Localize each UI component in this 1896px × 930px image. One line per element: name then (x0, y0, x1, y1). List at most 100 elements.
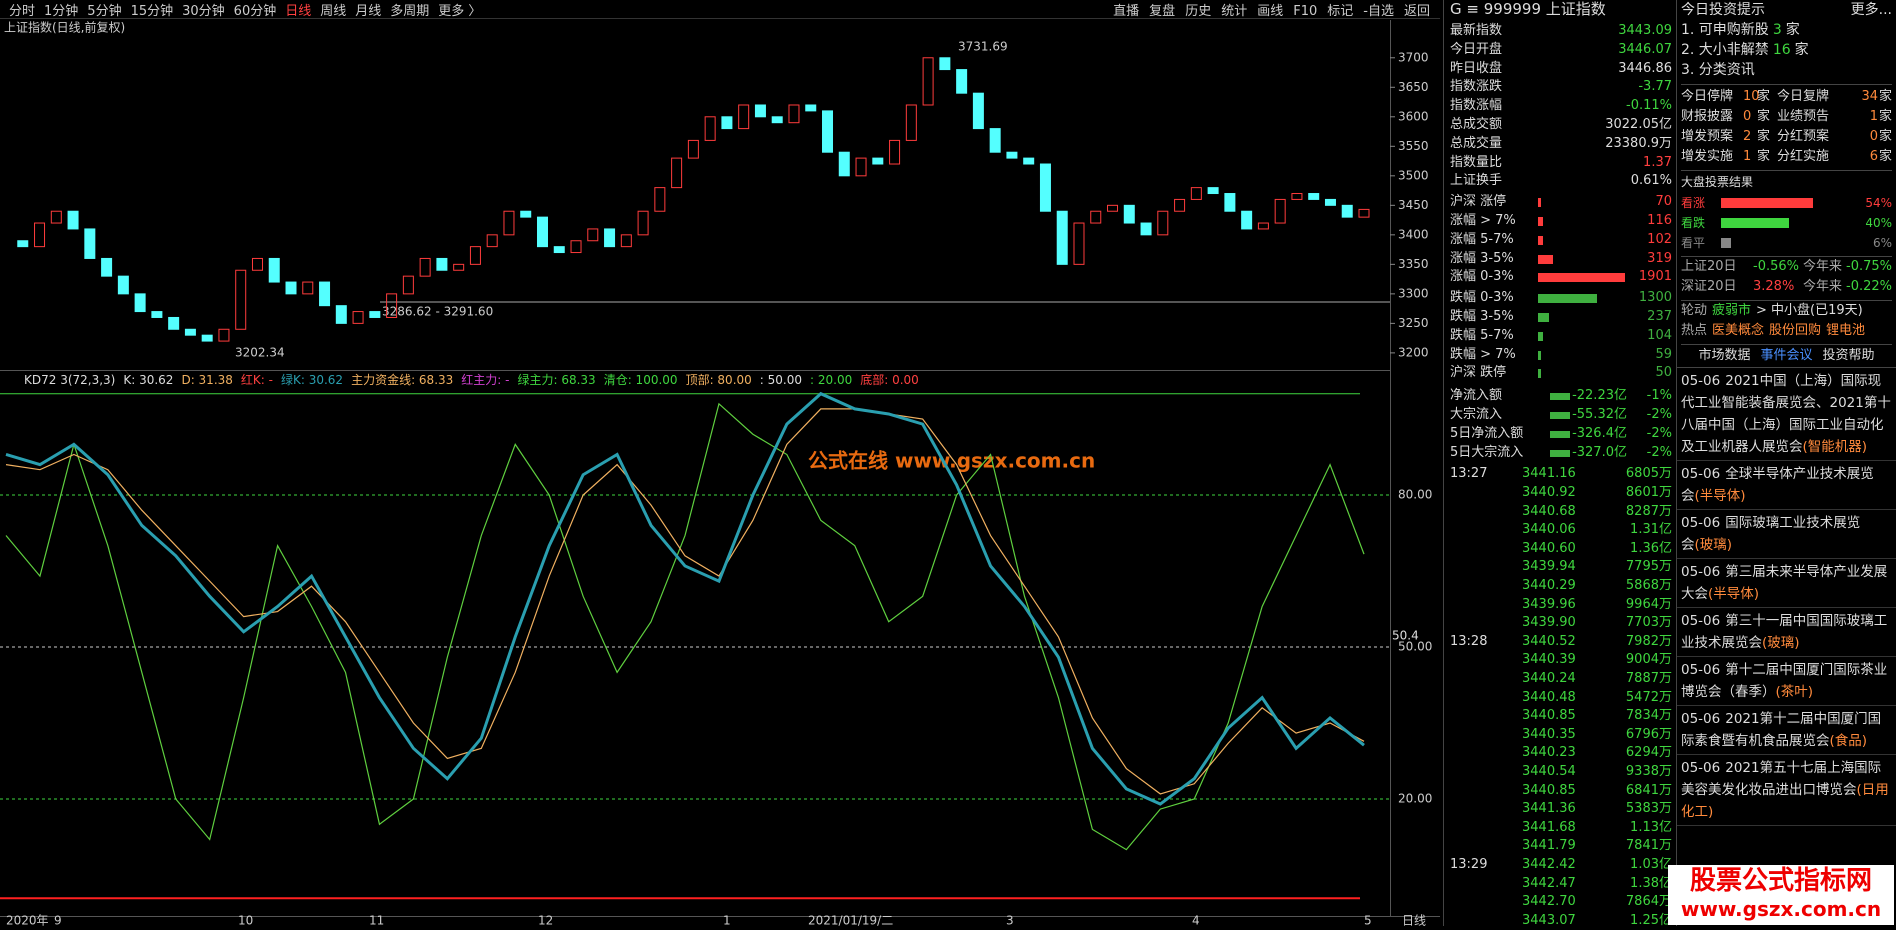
tick-price: 3443.07 (1522, 912, 1576, 928)
news-item[interactable]: 05-06 第三十一届中国国际玻璃工业技术展览会(玻璃) (1677, 608, 1896, 657)
candle (771, 116, 783, 124)
news-item[interactable]: 05-06 全球半导体产业技术展览会(半导体) (1677, 461, 1896, 510)
tool[interactable]: 历史 (1185, 4, 1212, 19)
stat-cell: 财报披露 (1681, 109, 1734, 124)
news-text: 第三届未来半导体产业发展大会 (1681, 564, 1888, 602)
flow-bar (1550, 449, 1570, 457)
tick-price: 3441.79 (1522, 838, 1576, 854)
period-tab[interactable]: 日线 (285, 4, 312, 19)
news-item[interactable]: 05-06 第三届未来半导体产业发展大会(半导体) (1677, 559, 1896, 608)
news-item[interactable]: 05-06 2021中国（上海）国际现代工业智能装备展览会、2021第十八届中国（… (1677, 368, 1896, 461)
news-tag: (日用化工) (1681, 782, 1889, 820)
candle (620, 234, 632, 248)
tab[interactable]: 事件会议 (1760, 348, 1813, 363)
tip-item[interactable]: 2. 大小非解禁 16 家 (1681, 40, 1892, 60)
row: 3440.68 8287万 (1450, 503, 1672, 521)
vote-row: 看平 6% (1681, 233, 1892, 253)
flow-value: -22.23亿 (1572, 388, 1627, 404)
tick-price: 3441.36 (1522, 801, 1576, 817)
hot-item[interactable]: 医美概念 (1712, 323, 1765, 338)
index-row: 上证20日 -0.56% 今年来 -0.75% (1681, 257, 1892, 277)
news-date: 05-06 (1681, 613, 1721, 629)
y-tick-label: 3550 (1398, 139, 1429, 153)
news-item[interactable]: 05-06 2021第十二届中国厦门国际素食暨有机食品展览会(食品) (1677, 706, 1896, 755)
tab[interactable]: 投资帮助 (1822, 348, 1875, 363)
candle (637, 210, 649, 236)
tool[interactable]: 画线 (1257, 4, 1284, 19)
y-tick-label: 3450 (1398, 198, 1429, 212)
tick-price: 3440.92 (1522, 485, 1576, 500)
news-item[interactable]: 05-06 第十二届中国厦门国际茶业博览会（春季）(茶叶) (1677, 657, 1896, 706)
period-tab[interactable]: 1分钟 (44, 4, 79, 19)
candle (503, 210, 515, 236)
tick-volume: 1.38亿 (1630, 875, 1672, 891)
limit-label: 涨幅 0-3% (1450, 269, 1514, 285)
candle (352, 311, 364, 324)
limit-label: 沪深 涨停 (1450, 194, 1507, 210)
period-tab[interactable]: 30分钟 (182, 4, 225, 19)
tick-volume: 6294万 (1625, 745, 1672, 761)
tick-price: 3440.35 (1522, 726, 1576, 742)
candle (151, 311, 163, 318)
news-text: 2021第十二届中国厦门国际素食暨有机食品展览会 (1681, 711, 1882, 749)
vote-pct: 40% (1865, 216, 1892, 230)
candle (1023, 157, 1035, 165)
tick-volume: 1.13亿 (1630, 819, 1672, 835)
hot-item: 热点 (1681, 323, 1708, 338)
tip-item[interactable]: 1. 可申购新股 3 家 (1681, 20, 1892, 40)
period-tab[interactable]: 更多 〉 (438, 4, 482, 19)
tab[interactable]: 市场数据 (1698, 348, 1751, 363)
tick-volume: 6805万 (1625, 466, 1672, 482)
news-item[interactable]: 05-06 国际玻璃工业技术展览会(玻璃) (1677, 510, 1896, 559)
tool[interactable]: 统计 (1221, 4, 1248, 19)
period-tab[interactable]: 5分钟 (87, 4, 122, 19)
tick-price: 3441.16 (1522, 466, 1576, 482)
tool[interactable]: 返回 (1403, 4, 1430, 19)
quote-label: 总成交量 (1450, 135, 1503, 151)
hot-item[interactable]: 锂电池 (1826, 323, 1866, 338)
period-tab[interactable]: 周线 (320, 4, 347, 19)
tool[interactable]: F10 (1293, 4, 1318, 19)
tool[interactable]: -自选 (1363, 4, 1394, 19)
hot-item[interactable]: 股份回购 (1769, 323, 1822, 338)
x-tick-label: 2020年 (6, 914, 49, 927)
period-tab[interactable]: 多周期 (390, 4, 430, 19)
more-link[interactable]: 更多... (1850, 2, 1892, 18)
tool[interactable]: 标记 (1327, 4, 1354, 19)
news-tag: (半导体) (1694, 488, 1746, 504)
quote-value: 3446.86 (1618, 60, 1672, 76)
rotation-item: 疲弱市 (1712, 303, 1752, 318)
row: 大宗流入 -55.32亿 -2% (1450, 406, 1672, 424)
flow-bar (1550, 393, 1570, 401)
news-item[interactable]: 05-06 2021第五十七届上海国际美容美发化妆品进出口博览会(日用化工) (1677, 755, 1896, 826)
candle (805, 104, 817, 112)
limit-count: 116 (1647, 213, 1672, 228)
tick-volume: 1.03亿 (1630, 857, 1672, 872)
flow-value: -326.4亿 (1572, 425, 1627, 441)
candle (34, 222, 46, 248)
tick-volume: 1.36亿 (1630, 540, 1672, 556)
stat-cell: 家 (1757, 109, 1771, 124)
limit-label: 沪深 跌停 (1450, 365, 1507, 381)
flow-bar (1550, 430, 1570, 438)
stat-cell: 分红预案 (1777, 129, 1830, 144)
row: 今日开盘 3446.07 (1450, 41, 1672, 59)
period-tab[interactable]: 15分钟 (130, 4, 174, 19)
stat-cell: 家 (1878, 149, 1892, 164)
period-tab[interactable]: 60分钟 (233, 4, 277, 19)
vote-label[interactable]: 看平 (1681, 236, 1706, 250)
tips-panel: 今日投资提示 更多... 1. 可申购新股 3 家 2. 大小非解禁 16 家 3. 分类资讯今… (1676, 0, 1896, 926)
period-tab[interactable]: 分时 (9, 4, 36, 19)
tool[interactable]: 复盘 (1149, 4, 1176, 19)
vote-label[interactable]: 看涨 (1681, 196, 1706, 210)
tool[interactable]: 直播 (1113, 4, 1140, 19)
quote-value: 0.61% (1630, 173, 1672, 189)
flow-value: -327.0亿 (1572, 444, 1627, 460)
period-tab[interactable]: 月线 (355, 4, 382, 19)
vote-label[interactable]: 看跌 (1681, 216, 1706, 230)
candle (1006, 151, 1018, 159)
tip-item[interactable]: 3. 分类资讯 (1681, 60, 1892, 80)
limit-bar (1538, 235, 1543, 245)
tick-time: 13:28 (1450, 633, 1488, 649)
x-tick-label: 11 (369, 914, 384, 927)
